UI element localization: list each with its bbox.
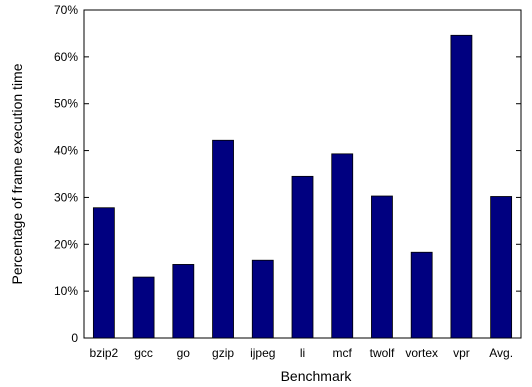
bar-vortex [411,252,432,338]
x-tick-label: gzip [212,346,234,360]
bars-group [93,35,511,338]
x-axis-label: Benchmark [281,368,353,384]
bar-avg [491,196,512,338]
bar-li [292,176,313,338]
x-tick-label: go [177,346,191,360]
bar-ijpeg [252,260,273,338]
bar-bzip2 [93,208,114,338]
x-tick-label: li [300,346,305,360]
y-axis-label: Percentage of frame execution time [9,63,25,284]
y-tick-label: 10% [54,284,78,298]
x-tick-label: vortex [405,346,438,360]
y-tick-label: 50% [54,97,78,111]
x-tick-label: gcc [134,346,153,360]
y-tick-label: 40% [54,144,78,158]
y-tick-label: 20% [54,237,78,251]
x-tick-label: ijpeg [250,346,275,360]
x-tick-label: mcf [333,346,353,360]
x-tick-label: twolf [370,346,395,360]
bar-gzip [213,140,234,338]
y-tick-label: 0 [71,331,78,345]
bar-gcc [133,277,154,338]
y-tick-label: 30% [54,190,78,204]
x-tick-label: vpr [453,346,470,360]
bar-mcf [332,154,353,338]
x-ticks-group: bzip2 gcc go gzip ijpeg li mcf twolf vortex vpr Av… [90,346,514,360]
y-tick-label: 70% [54,3,78,17]
y-tick-label: 60% [54,50,78,64]
x-tick-label: bzip2 [90,346,119,360]
x-tick-label: Avg. [489,346,513,360]
bar-go [173,264,194,338]
bar-vpr [451,35,472,338]
bar-twolf [371,196,392,338]
